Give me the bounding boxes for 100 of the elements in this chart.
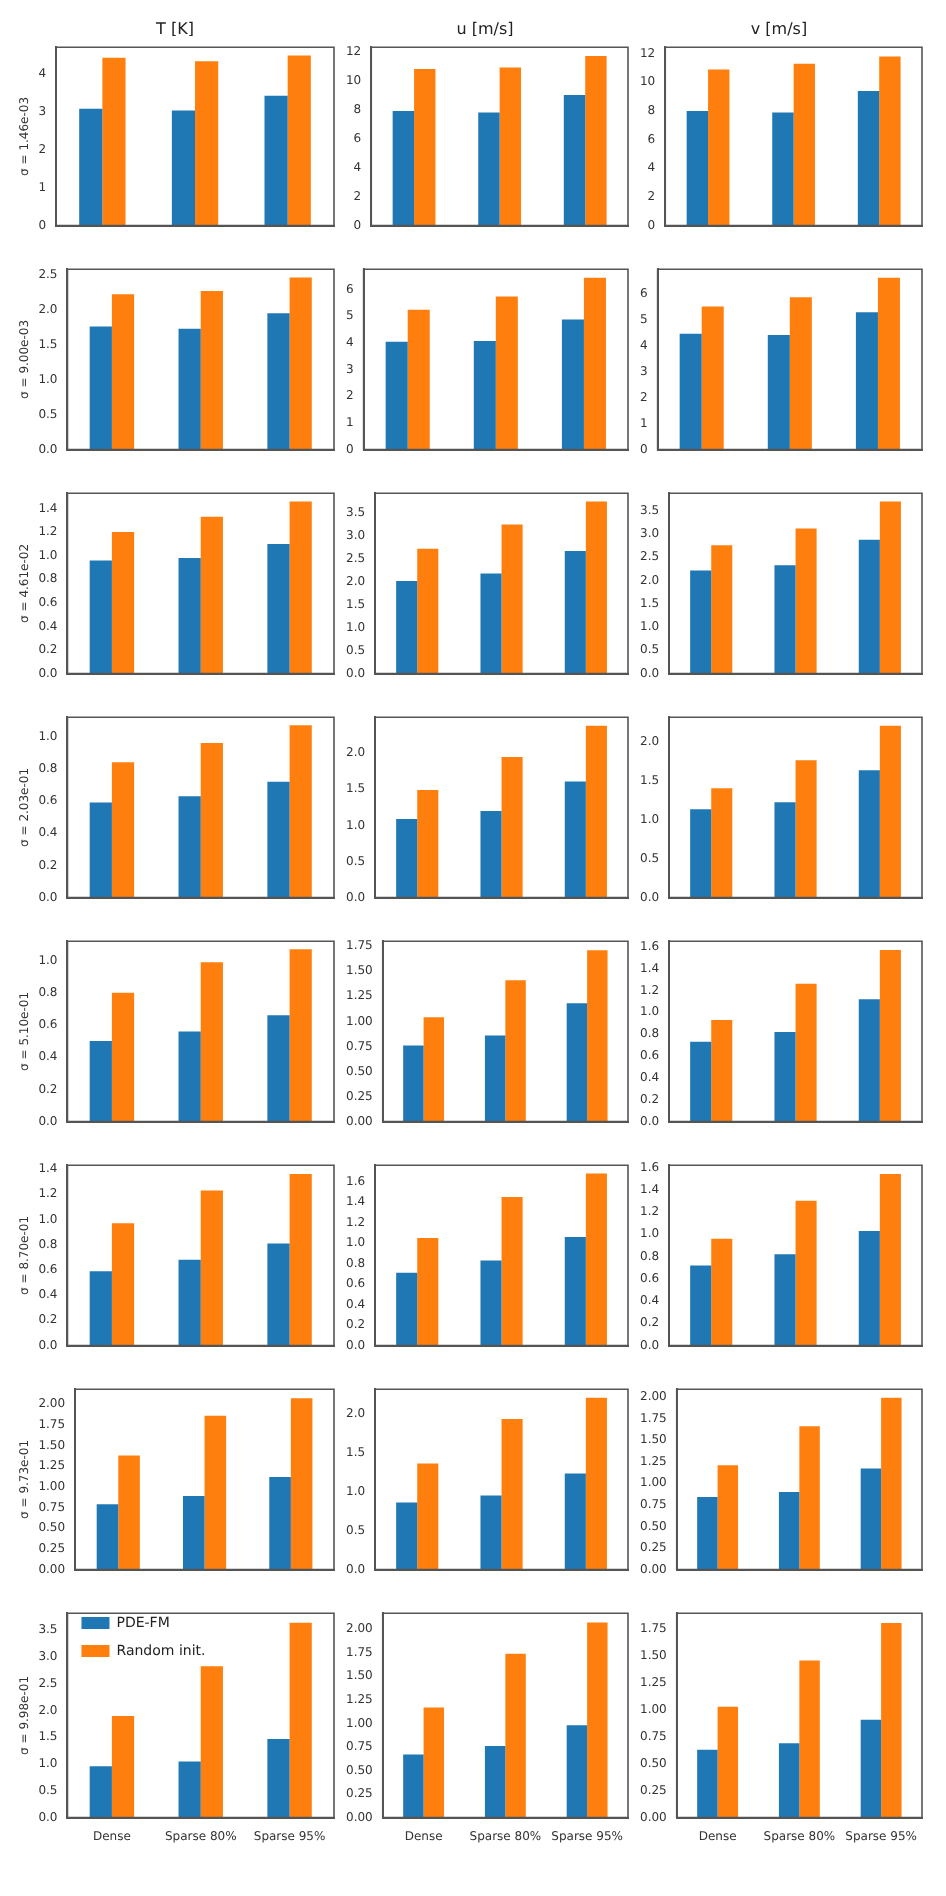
- bar: [701, 306, 724, 450]
- bar: [200, 962, 223, 1122]
- bar: [774, 1254, 796, 1346]
- bar: [396, 818, 418, 898]
- bar: [200, 1190, 223, 1346]
- bar: [711, 1019, 733, 1122]
- bar: [287, 55, 311, 226]
- bar: [171, 110, 196, 226]
- bar: [858, 999, 880, 1122]
- bar: [585, 1397, 607, 1570]
- bar: [269, 1476, 291, 1570]
- bar: [505, 980, 526, 1122]
- bar: [690, 809, 712, 898]
- bar: [417, 548, 439, 674]
- bar: [423, 1017, 445, 1122]
- bar: [585, 55, 607, 226]
- bar: [289, 1174, 312, 1346]
- bar: [414, 68, 436, 226]
- bar: [881, 1397, 902, 1570]
- bar: [793, 63, 816, 226]
- bar: [495, 296, 518, 450]
- bar: [789, 297, 812, 450]
- bar: [566, 1003, 588, 1122]
- bar: [480, 1495, 502, 1570]
- bar: [585, 501, 607, 674]
- bar: [417, 1237, 439, 1346]
- bar: [795, 1200, 817, 1346]
- bar: [417, 790, 439, 898]
- bar: [774, 565, 796, 674]
- bar: [290, 1398, 313, 1570]
- bar: [501, 1196, 523, 1346]
- bar: [79, 108, 103, 226]
- bar: [417, 1463, 439, 1570]
- bar: [563, 95, 586, 226]
- bar: [711, 545, 733, 674]
- bar: [403, 1045, 424, 1122]
- bar: [881, 1622, 902, 1818]
- bar: [200, 742, 223, 898]
- bar: [879, 725, 901, 898]
- bar: [89, 1271, 112, 1346]
- bar: [795, 528, 817, 674]
- bar: [396, 1502, 418, 1570]
- bar: [484, 1746, 506, 1818]
- chart-title: u [m/s]: [456, 19, 514, 38]
- bar: [879, 56, 901, 226]
- bar: [857, 90, 880, 226]
- bar: [473, 340, 496, 450]
- bar: [860, 1468, 882, 1570]
- bar: [392, 111, 415, 226]
- bar: [711, 788, 733, 898]
- bar: [879, 501, 901, 674]
- bar: [858, 539, 880, 674]
- bar: [396, 580, 418, 674]
- bar: [858, 1230, 880, 1346]
- bar: [480, 811, 502, 898]
- bar: [264, 95, 288, 226]
- bar: [879, 949, 901, 1122]
- bar: [102, 57, 126, 226]
- bar: [587, 1622, 608, 1818]
- bar: [178, 1031, 201, 1122]
- bar: [480, 1260, 502, 1346]
- bar: [118, 1455, 140, 1570]
- bar: [89, 560, 112, 674]
- bar: [767, 335, 790, 450]
- bar: [267, 1738, 290, 1818]
- bar: [690, 1041, 712, 1122]
- bar: [289, 277, 312, 450]
- bar: [566, 1725, 588, 1818]
- bar: [267, 1243, 290, 1346]
- bar: [267, 781, 290, 898]
- bar: [690, 570, 712, 674]
- bar: [774, 1031, 796, 1122]
- bar: [795, 983, 817, 1122]
- bar: [860, 1719, 882, 1818]
- chart-title: v [m/s]: [750, 19, 808, 38]
- bar: [178, 1761, 201, 1818]
- bar: [772, 112, 794, 226]
- bar: [403, 1754, 424, 1818]
- bar: [111, 762, 135, 898]
- bar: [564, 1236, 586, 1346]
- bar: [289, 949, 312, 1122]
- bar: [423, 1707, 445, 1818]
- bar: [778, 1743, 800, 1818]
- bar: [195, 61, 219, 226]
- bar: [111, 532, 135, 674]
- bar: [501, 524, 523, 674]
- bar: [499, 67, 522, 226]
- bar: [182, 1495, 205, 1570]
- bar: [585, 1173, 607, 1346]
- bar: [799, 1426, 820, 1570]
- bar: [89, 802, 112, 898]
- bar: [686, 110, 709, 226]
- bar: [178, 558, 201, 674]
- bar: [289, 725, 312, 898]
- bar: [564, 781, 586, 898]
- bar: [96, 1504, 119, 1570]
- bar: [564, 551, 586, 674]
- bar: [799, 1660, 820, 1818]
- bar: [178, 328, 201, 450]
- bar: [111, 992, 135, 1122]
